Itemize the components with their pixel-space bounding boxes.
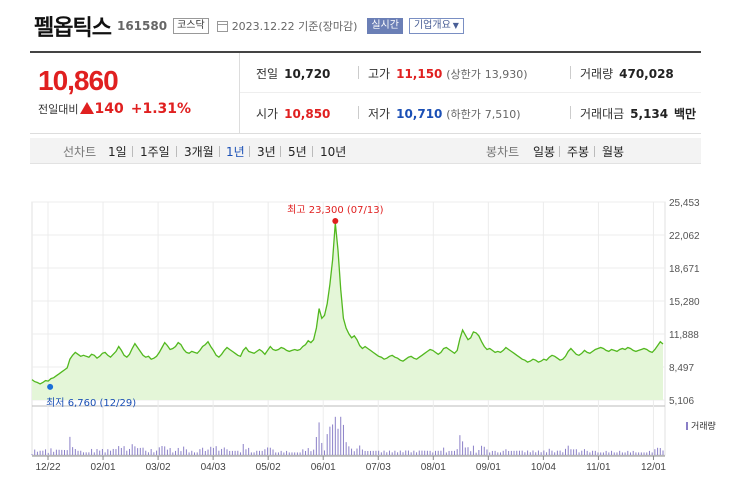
calendar-icon <box>216 20 228 32</box>
low-annotation: 최저 6,760 (12/29) <box>46 397 136 409</box>
x-tick-label: 11/01 <box>586 462 611 473</box>
x-tick-label: 09/01 <box>476 462 501 473</box>
high-marker <box>332 217 339 224</box>
current-price: 10,860 <box>38 65 119 96</box>
tab-3m[interactable]: 3개월 <box>184 145 214 159</box>
tab-daily[interactable]: 일봉 <box>533 145 556 159</box>
divider <box>249 146 250 157</box>
upper-limit-value: 13,930) <box>484 68 528 81</box>
x-tick-label: 08/01 <box>421 462 446 473</box>
high-value: 11,150 <box>396 67 443 81</box>
volume-legend: 거래량 <box>686 419 716 432</box>
x-tick-label: 07/03 <box>366 462 391 473</box>
divider <box>219 146 220 157</box>
volume-value: 470,028 <box>619 67 674 81</box>
price-area-fill <box>32 223 663 400</box>
day-low: 저가 10,710 (하한가 7,510) <box>368 105 521 122</box>
change-label: 전일대비 <box>38 103 79 116</box>
x-tick-label: 12/01 <box>641 462 666 473</box>
tab-1y[interactable]: 1년 <box>226 145 245 159</box>
candle-chart-label: 봉차트 <box>486 145 520 159</box>
divider <box>570 66 571 79</box>
divider <box>312 146 313 157</box>
divider <box>559 146 560 157</box>
divider <box>570 106 571 119</box>
market-badge: 코스닥 <box>173 18 209 34</box>
low-marker <box>47 383 54 390</box>
price-line <box>31 222 664 385</box>
turnover-value: 5,134 <box>630 107 669 121</box>
y-tick-label: 15,280 <box>669 297 700 308</box>
tab-5y[interactable]: 5년 <box>288 145 307 159</box>
change-amount: 140 <box>94 101 124 117</box>
stock-code: 161580 <box>116 19 168 33</box>
period-tab-bar: 선차트 1일 1주일 3개월 1년 3년 5년 10년 봉차트 일봉 주봉 월봉 <box>30 138 701 164</box>
volume-label: 거래량 <box>580 67 614 81</box>
tab-1d[interactable]: 1일 <box>108 145 127 159</box>
divider <box>358 106 359 119</box>
tab-monthly[interactable]: 월봉 <box>602 145 625 159</box>
prev-close: 전일 10,720 <box>256 65 330 82</box>
y-tick-label: 11,888 <box>669 330 699 341</box>
quote-date: 2023.12.22 기준(장마감) <box>232 18 358 34</box>
open-price: 시가 10,850 <box>256 105 330 122</box>
tab-1w[interactable]: 1주일 <box>140 145 170 159</box>
up-triangle-icon <box>80 102 95 114</box>
summary-row-1: 전일 10,720 고가 11,150 (상한가 13,930) 거래량 470,02… <box>240 53 701 93</box>
high-label: 고가 <box>368 67 391 81</box>
line-chart-label: 선차트 <box>63 145 97 159</box>
upper-limit-label: (상한가 <box>446 68 481 81</box>
price-chart: 25,453 22,062 18,671 15,280 11,888 8,497 5,106… <box>0 180 732 497</box>
x-tick-label: 12/22 <box>35 462 60 473</box>
price-change: 전일대비 140 +1.31% <box>38 101 191 117</box>
x-tick-label: 05/02 <box>256 462 281 473</box>
lower-limit-value: 7,510) <box>484 108 521 121</box>
quote-date-suffix: 기준(장마감) <box>298 20 358 33</box>
divider <box>176 146 177 157</box>
turnover-unit: 백만 <box>673 107 697 121</box>
divider <box>280 146 281 157</box>
tab-weekly[interactable]: 주봉 <box>567 145 590 159</box>
divider <box>358 66 359 79</box>
y-tick-label: 18,671 <box>669 264 700 275</box>
stock-header: 펠옵틱스 161580 코스닥 2023.12.22 기준(장마감) 실시간 기… <box>34 10 464 42</box>
low-value: 10,710 <box>396 107 443 121</box>
chevron-down-icon: ▼ <box>452 21 459 30</box>
divider <box>594 146 595 157</box>
open-value: 10,850 <box>284 107 331 121</box>
y-tick-label: 5,106 <box>669 396 694 407</box>
y-tick-label: 8,497 <box>669 363 694 374</box>
summary-row-2: 시가 10,850 저가 10,710 (하한가 7,510) 거래대금 5,134 … <box>240 93 701 133</box>
realtime-button[interactable]: 실시간 <box>367 18 403 34</box>
y-tick-label: 22,062 <box>669 231 700 242</box>
prev-close-label: 전일 <box>256 67 279 81</box>
stock-name: 펠옵틱스 <box>34 16 112 41</box>
current-price-box: 10,860 전일대비 140 +1.31% <box>30 53 240 134</box>
low-label: 저가 <box>368 107 391 121</box>
x-tick-label: 04/03 <box>201 462 226 473</box>
turnover-label: 거래대금 <box>580 107 625 121</box>
x-tick-label: 10/04 <box>531 462 556 473</box>
x-tick-label: 06/01 <box>311 462 336 473</box>
company-info-label: 기업개요 <box>413 20 451 31</box>
volume: 거래량 470,028 <box>580 65 674 82</box>
price-chart-svg: 25,453 22,062 18,671 15,280 11,888 8,497 5,106… <box>31 198 700 473</box>
quote-date-value: 2023.12.22 <box>231 20 295 33</box>
x-tick-label: 03/02 <box>146 462 171 473</box>
high-annotation: 최고 23,300 (07/13) <box>287 204 383 216</box>
y-tick-label: 25,453 <box>669 198 700 209</box>
open-label: 시가 <box>256 107 279 121</box>
divider <box>132 146 133 157</box>
company-info-button[interactable]: 기업개요 ▼ <box>408 18 464 34</box>
turnover: 거래대금 5,134 백만 <box>580 105 696 122</box>
plot-area <box>31 201 666 456</box>
day-high: 고가 11,150 (상한가 13,930) <box>368 65 528 82</box>
lower-limit-label: (하한가 <box>446 108 481 121</box>
change-percent: +1.31% <box>130 101 192 117</box>
tab-3y[interactable]: 3년 <box>257 145 276 159</box>
prev-close-value: 10,720 <box>284 67 331 81</box>
x-tick-label: 02/01 <box>91 462 116 473</box>
tab-10y[interactable]: 10년 <box>320 145 347 159</box>
price-panel: 10,860 전일대비 140 +1.31% 전일 10,720 고가 11,150 … <box>30 51 701 134</box>
